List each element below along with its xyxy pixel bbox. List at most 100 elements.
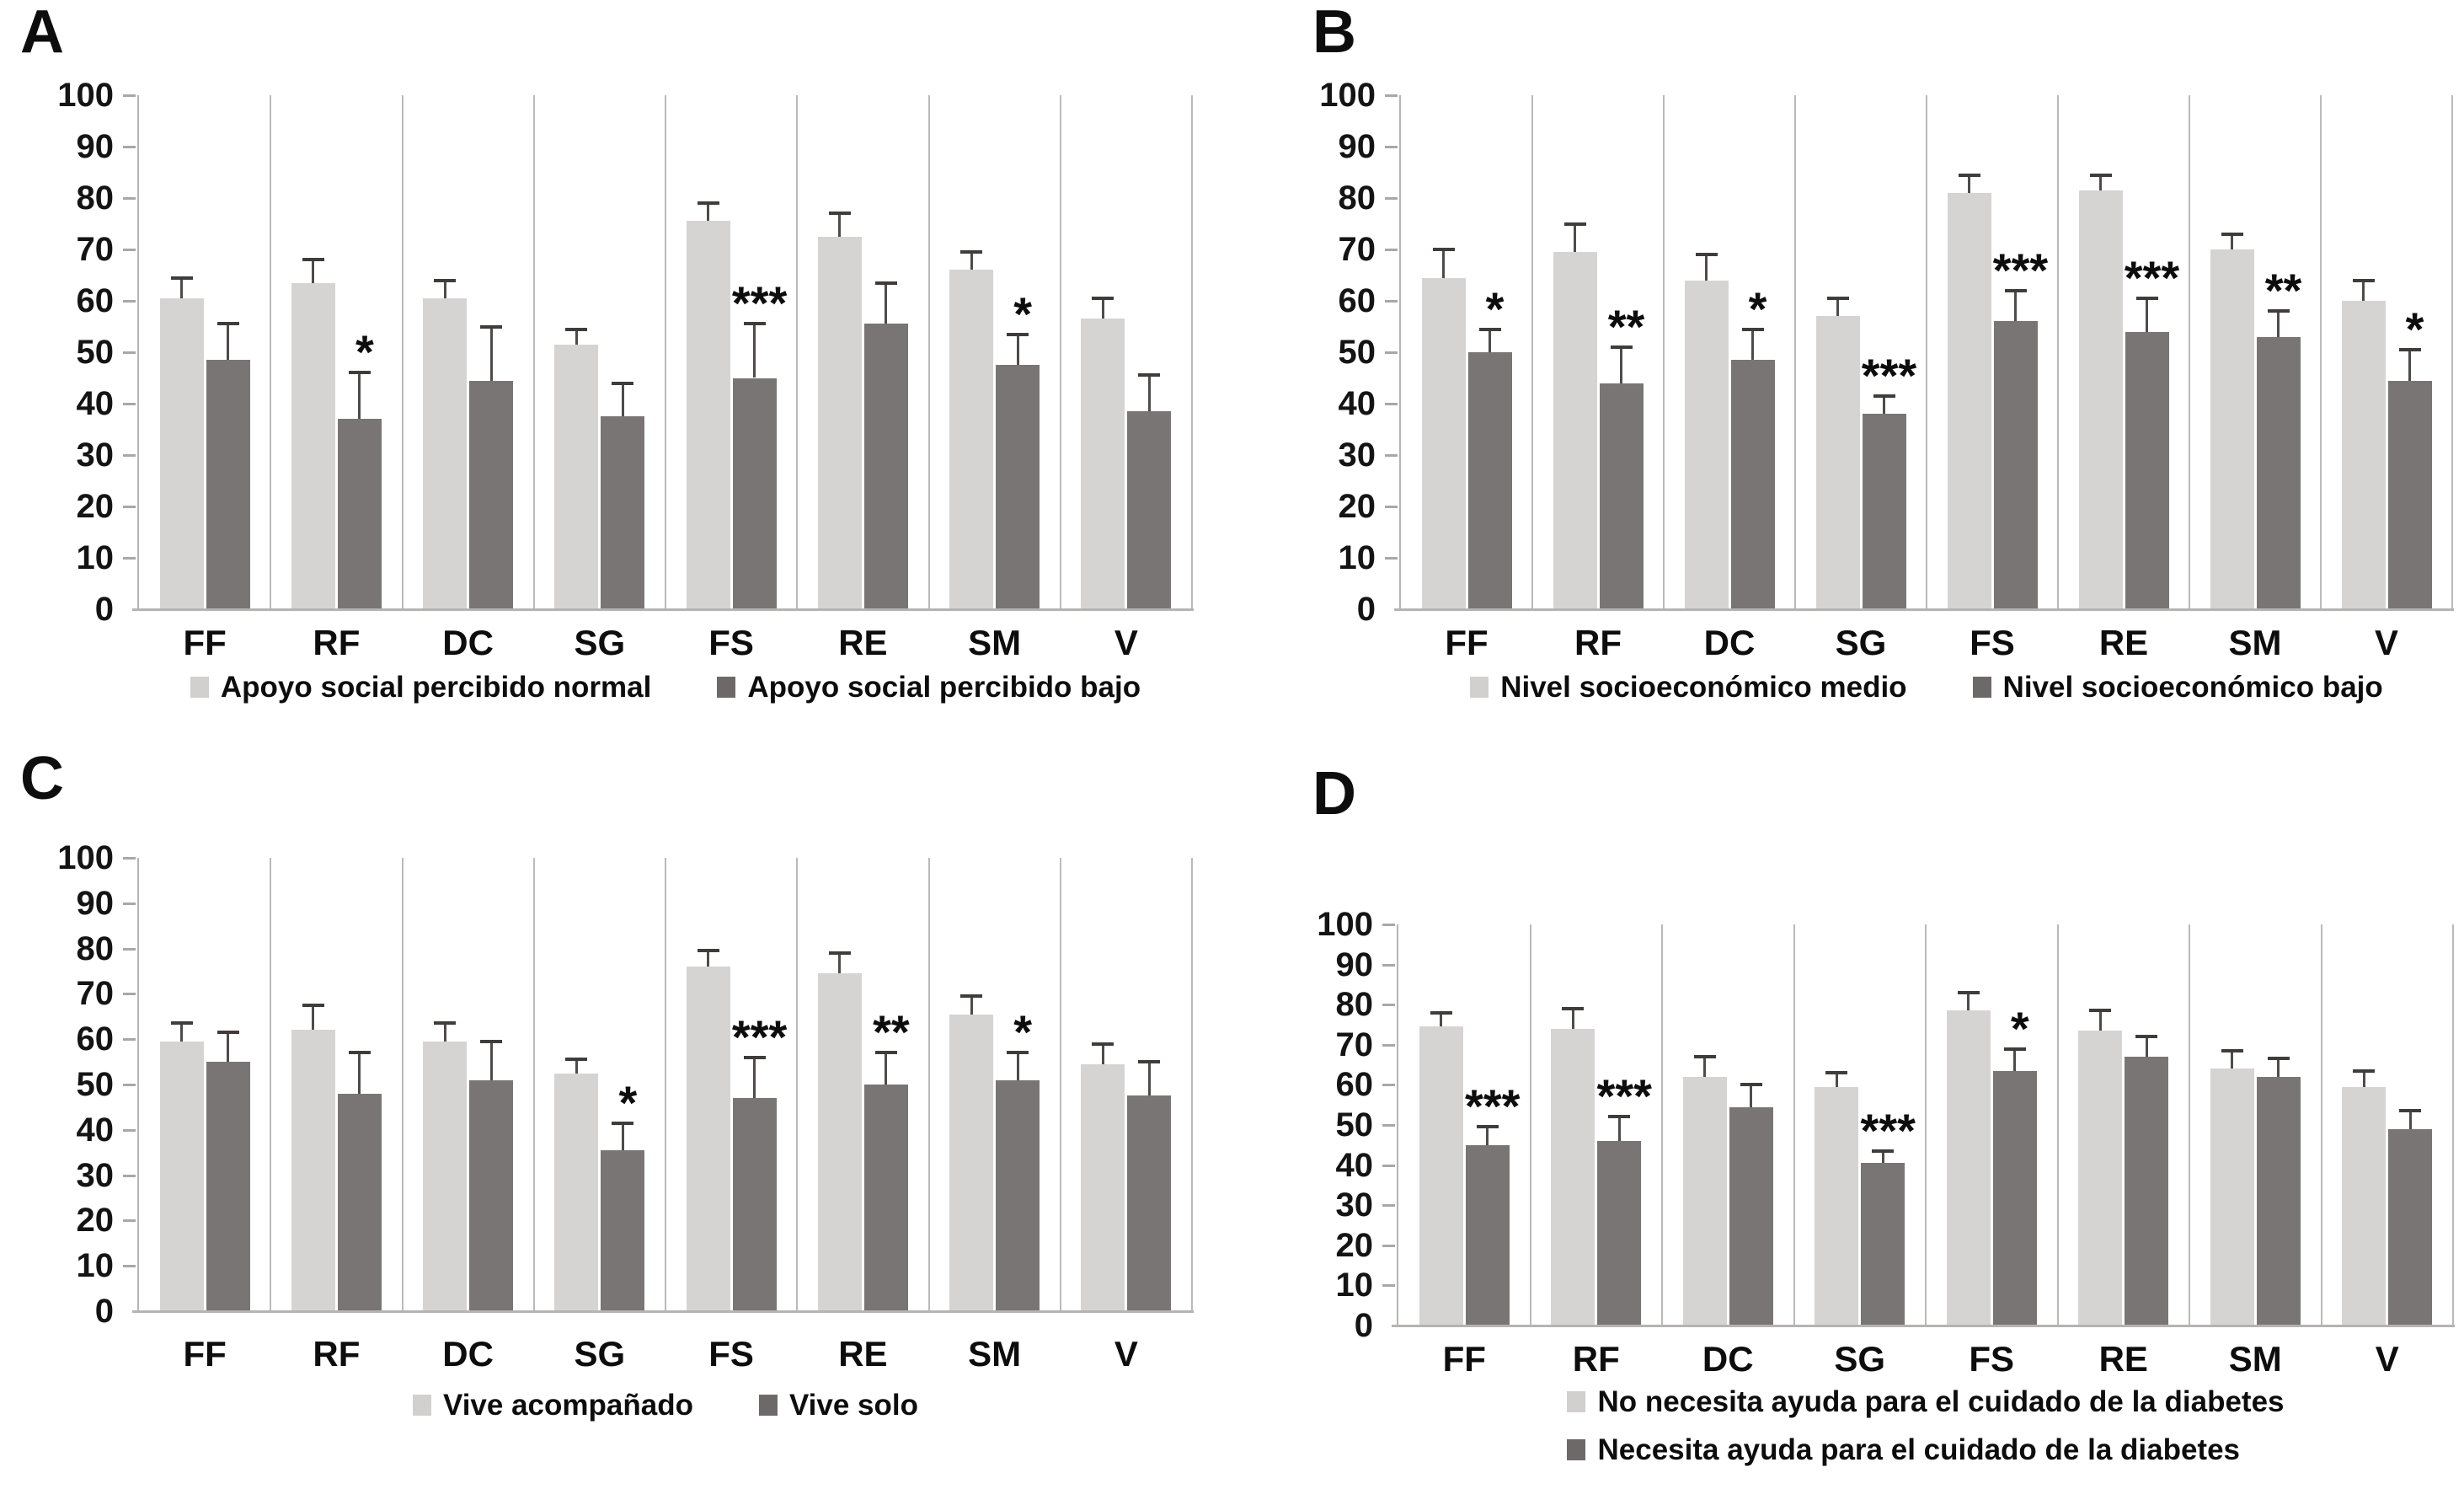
error-bar-cap [874, 281, 897, 285]
error-bar-cap [1138, 1060, 1161, 1064]
error-bar-cap [302, 258, 324, 262]
bar-SG-series2 [1861, 1163, 1905, 1326]
error-bar-line [970, 252, 973, 270]
error-bar-cap [1608, 1115, 1631, 1119]
bar-FF-series2 [1467, 352, 1512, 609]
significance-marker: * [2405, 302, 2424, 356]
y-axis-tick-label: 80 [76, 929, 115, 967]
x-axis-category-label: FF [1442, 1339, 1486, 1379]
bar-SM-series2 [2256, 1076, 2301, 1326]
error-bar-cap [960, 994, 983, 999]
error-bar-line [753, 1057, 756, 1099]
bar-FF-series2 [206, 360, 250, 609]
y-axis-tick-mark [1382, 1164, 1395, 1167]
bar-RE-series1 [817, 973, 862, 1311]
error-bar-cap [874, 1051, 897, 1055]
bar-FS-series1 [1947, 192, 1991, 609]
bar-V-series1 [2342, 1086, 2386, 1326]
x-axis-category-label: SM [2228, 1339, 2282, 1379]
bar-SG-series1 [1815, 316, 1860, 609]
error-bar-cap [1562, 1006, 1585, 1010]
significance-marker: *** [1860, 1103, 1916, 1157]
error-bar-line [1883, 395, 1885, 415]
error-bar-cap [1826, 296, 1849, 300]
x-axis-line [1394, 608, 2454, 611]
legend-items: Vive acompañado Vive solo [412, 1389, 918, 1422]
error-bar-cap [1563, 222, 1586, 226]
bar-SM-series1 [949, 1014, 994, 1311]
category-separator-line [796, 95, 799, 609]
y-axis-line [137, 858, 139, 1311]
significance-marker: * [355, 325, 374, 379]
x-axis-category-label: FF [183, 623, 227, 662]
legend-swatch-light [412, 1395, 431, 1416]
legend-label: Vive acompañado [442, 1389, 693, 1422]
category-separator-line [1661, 924, 1663, 1326]
y-axis-tick-mark [1385, 557, 1398, 560]
category-separator-line [1531, 95, 1533, 609]
x-axis-category-label: RF [313, 623, 361, 662]
error-bar-line [443, 1023, 446, 1042]
error-bar-line [1620, 346, 1622, 383]
category-separator-line [2320, 95, 2322, 609]
error-bar-line [2014, 290, 2017, 322]
y-axis-line [137, 95, 139, 609]
error-bar-cap [2135, 1035, 2158, 1039]
error-bar-cap [1092, 296, 1114, 300]
y-axis-tick-label: 90 [76, 128, 115, 165]
bar-FF-series1 [159, 297, 204, 609]
error-bar-line [1440, 1012, 1443, 1027]
legend-swatch-dark [1567, 1439, 1586, 1460]
y-axis-tick-label: 90 [1338, 128, 1376, 165]
error-bar-cap [828, 212, 851, 216]
y-axis-tick-label: 50 [1338, 334, 1376, 371]
error-bar-line [885, 1052, 888, 1085]
y-axis-tick-mark [123, 249, 136, 251]
error-bar-cap [1872, 1149, 1895, 1153]
error-bar-line [227, 324, 230, 361]
y-axis-tick-mark [1385, 403, 1398, 405]
error-bar-cap [2089, 1009, 2112, 1013]
error-bar-cap [743, 1055, 766, 1059]
error-bar-line [1016, 1052, 1019, 1080]
error-bar-cap [1092, 1042, 1114, 1046]
y-axis-tick-mark [123, 1265, 136, 1268]
category-separator-line [1794, 95, 1796, 609]
error-bar-line [1617, 1117, 1621, 1142]
error-bar-cap [2398, 347, 2421, 351]
x-axis-category-label: V [1114, 1334, 1138, 1374]
bar-V-series1 [1081, 1063, 1125, 1311]
bar-DC-series2 [469, 380, 514, 609]
y-axis-tick-mark [1382, 963, 1395, 967]
y-axis-tick-label: 0 [1356, 591, 1376, 628]
bar-V-series2 [2388, 1128, 2433, 1326]
legend-item: Necesita ayuda para el cuidado de la dia… [1567, 1435, 2240, 1465]
error-bar-line [2099, 174, 2102, 190]
bar-SG-series2 [601, 416, 645, 609]
error-bar-line [1101, 297, 1104, 319]
bar-DC-series1 [423, 1041, 468, 1311]
error-bar-line [1703, 1057, 1707, 1077]
error-bar-cap [2004, 288, 2027, 292]
category-separator-line [1059, 858, 1061, 1311]
error-bar-line [1835, 1073, 1838, 1087]
error-bar-cap [170, 276, 193, 280]
error-bar-line [1751, 329, 1754, 361]
error-bar-line [707, 203, 710, 222]
x-axis-category-label: FF [183, 1334, 227, 1374]
error-bar-cap [828, 951, 851, 955]
error-bar-line [489, 1041, 493, 1080]
bar-RE-series2 [863, 324, 908, 609]
bar-RF-series1 [291, 282, 335, 609]
error-bar-line [1147, 1062, 1151, 1096]
error-bar-line [2098, 1010, 2102, 1031]
x-axis-line [1392, 1325, 2455, 1327]
y-axis-tick-mark [1385, 197, 1398, 200]
legend-swatch-dark [1972, 677, 1991, 698]
bar-RF-series2 [1597, 1141, 1642, 1326]
significance-marker: * [1485, 281, 1505, 335]
y-axis-tick-mark [1385, 506, 1398, 508]
error-bar-cap [743, 322, 766, 326]
x-axis-category-label: SG [574, 623, 626, 662]
y-axis-tick-label: 20 [1338, 488, 1376, 525]
